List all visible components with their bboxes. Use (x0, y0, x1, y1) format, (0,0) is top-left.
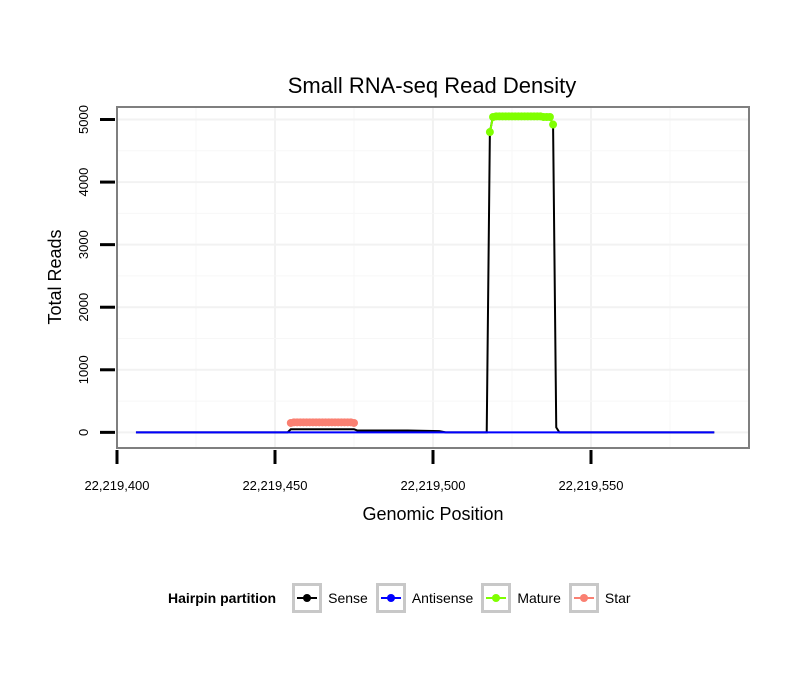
x-tick-label: 22,219,450 (242, 478, 307, 493)
legend-label-antisense: Antisense (411, 590, 474, 606)
legend-key-mature (481, 583, 512, 613)
grid (116, 107, 749, 448)
x-axis-label: Genomic Position (362, 504, 503, 524)
x-tick-label: 22,219,550 (558, 478, 623, 493)
y-tick-label: 2000 (76, 293, 91, 322)
legend-dot (492, 594, 501, 602)
legend-item-antisense: Antisense (375, 583, 474, 613)
y-tick-label: 1000 (76, 355, 91, 384)
legend-title: Hairpin partition (168, 590, 277, 606)
legend: Hairpin partition Sense Antisense Mature… (168, 578, 639, 618)
legend-item-star: Star (568, 583, 631, 613)
series-layer (135, 112, 715, 434)
legend-dot (579, 594, 588, 602)
plot-panel-border (116, 106, 750, 449)
data-point-mature (485, 128, 494, 137)
data-point-mature (545, 113, 554, 122)
legend-label-star: Star (604, 590, 631, 606)
data-point-star (350, 418, 358, 427)
legend-item-sense: Sense (292, 583, 368, 613)
legend-key-antisense (375, 583, 406, 613)
chart-title: Small RNA-seq Read Density (288, 73, 577, 98)
legend-label-sense: Sense (328, 590, 368, 606)
legend-key-sense (292, 583, 323, 613)
y-tick-label: 0 (76, 429, 91, 436)
legend-item-mature: Mature (481, 583, 561, 613)
legend-dot (303, 594, 312, 602)
x-tick-label: 22,219,500 (400, 478, 465, 493)
y-tick-label: 3000 (76, 230, 91, 259)
series-line-sense (135, 115, 715, 434)
legend-dot (386, 594, 395, 602)
axes: 22,219,400 22,219,450 22,219,500 22,219,550… (76, 105, 624, 493)
y-axis-label: Total Reads (45, 229, 65, 324)
legend-key-star (568, 583, 599, 613)
legend-label-mature: Mature (517, 590, 561, 606)
y-tick-label: 4000 (76, 168, 91, 197)
x-tick-label: 22,219,400 (84, 478, 149, 493)
data-point-mature (549, 120, 558, 129)
y-tick-label: 5000 (76, 105, 91, 134)
